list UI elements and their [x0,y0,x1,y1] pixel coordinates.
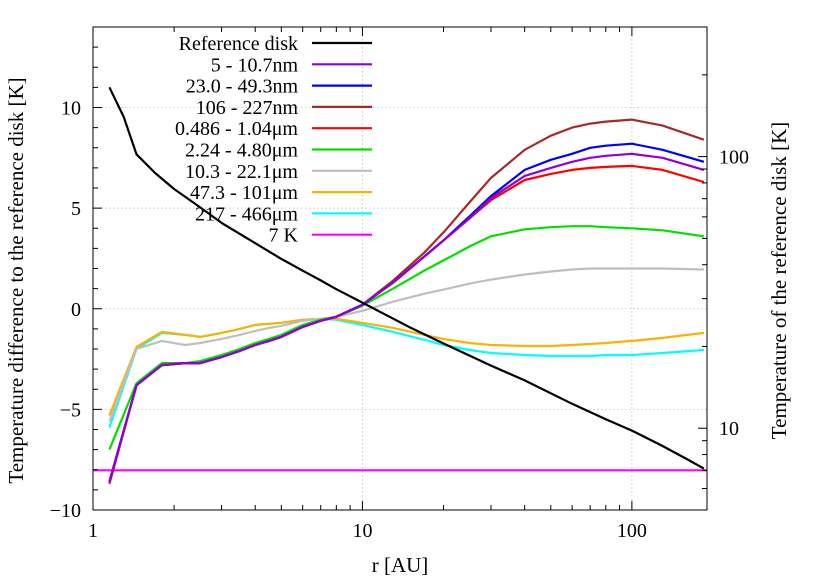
y-tick-label: 10 [61,98,81,120]
y-tick-label: −5 [60,399,81,421]
y2-tick-label: 100 [719,147,749,169]
y-tick-label: −10 [50,500,81,522]
series-line [108,152,705,483]
legend-label: 7 K [269,225,299,247]
x-axis-title: r [AU] [372,553,429,577]
legend-label: 0.486 - 1.04μm [175,118,298,140]
series-line [108,86,705,470]
legend-label: 10.3 - 22.1μm [185,161,298,183]
x-tick-label: 100 [617,520,647,542]
x-tick-label: 10 [352,520,372,542]
series-lines [93,86,707,485]
series-line [108,267,704,422]
legend-label: 47.3 - 101μm [190,182,298,204]
legend-label: 23.0 - 49.3nm [186,76,299,98]
legend-label: 217 - 466μm [195,203,298,225]
x-tick-label: 1 [88,520,98,542]
legend-label: 2.24 - 4.80μm [185,140,298,162]
y-tick-label: 5 [71,198,81,220]
legend-label: Reference disk [179,33,298,55]
y2-tick-label: 10 [719,418,739,440]
legend-label: 106 - 227nm [196,97,299,119]
ticks: 1 10 100 −10 −5 0 5 10 10 100 [50,26,749,542]
y-tick-label: 0 [71,299,81,321]
y2-axis-title: Temperature of the reference disk [K] [767,122,791,439]
y-axis-title: Temperature difference to the reference … [4,77,28,483]
legend-label: 5 - 10.7nm [211,54,299,76]
series-line [108,317,705,416]
